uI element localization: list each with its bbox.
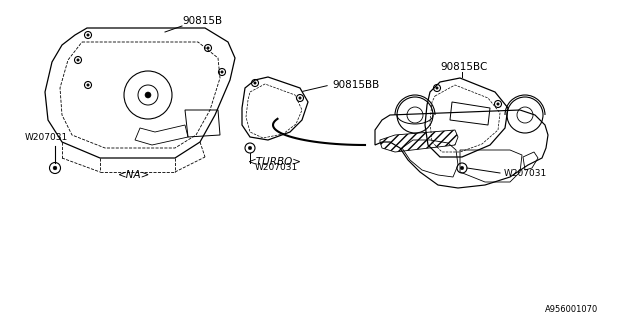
Text: 90815BB: 90815BB (332, 80, 380, 90)
Circle shape (299, 97, 301, 99)
Text: <TURBO>: <TURBO> (248, 157, 302, 167)
Circle shape (77, 59, 79, 61)
Text: A956001070: A956001070 (545, 305, 598, 314)
Circle shape (497, 103, 499, 105)
Text: W207031: W207031 (255, 163, 298, 172)
Circle shape (254, 82, 256, 84)
Text: W207031: W207031 (504, 169, 547, 178)
Text: 90815B: 90815B (182, 16, 222, 26)
Circle shape (145, 92, 151, 98)
Circle shape (207, 47, 209, 49)
Circle shape (436, 87, 438, 89)
Circle shape (221, 71, 223, 73)
Circle shape (53, 166, 57, 170)
Circle shape (248, 146, 252, 150)
Text: W207031: W207031 (25, 133, 68, 142)
Text: <NA>: <NA> (118, 170, 150, 180)
Circle shape (87, 84, 89, 86)
Circle shape (87, 34, 89, 36)
Circle shape (460, 166, 464, 170)
Text: 90815BC: 90815BC (440, 62, 488, 72)
